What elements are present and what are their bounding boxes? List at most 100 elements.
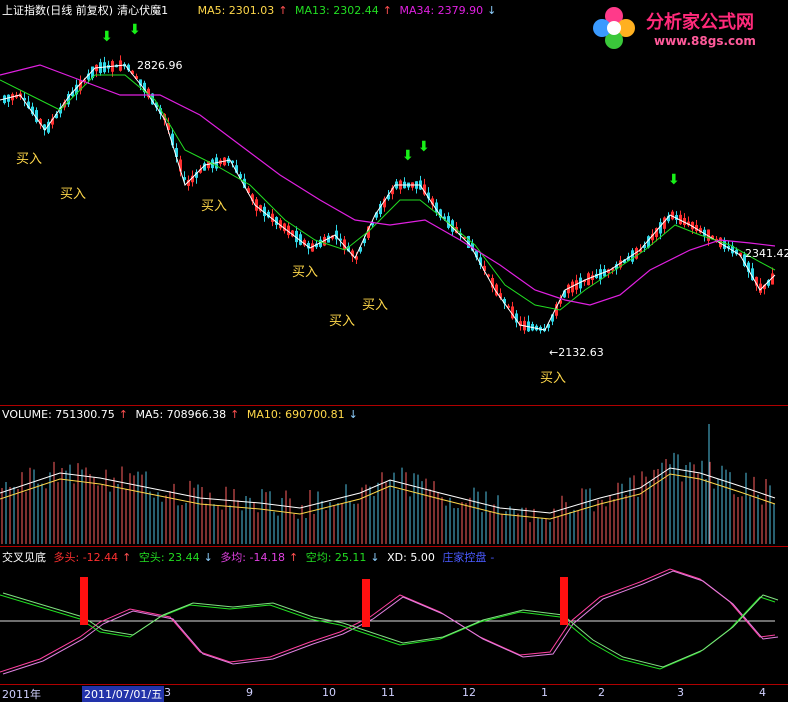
date-axis[interactable]: 2011年 2011/07/01/五 3 9 10 11 12 1 2 3 4 bbox=[0, 684, 788, 702]
candle-body bbox=[719, 237, 722, 248]
candle-body bbox=[595, 273, 598, 279]
candle-body bbox=[643, 244, 646, 249]
indicator-header: 交叉见底 多头: -12.44 ↑ 空头: 23.44 ↓ 多均: -14.18 ↑ … bbox=[2, 549, 498, 565]
candle-body bbox=[303, 239, 306, 246]
candle-body bbox=[267, 211, 270, 218]
candle-body bbox=[639, 249, 642, 253]
candle-body bbox=[667, 215, 670, 222]
candle-body bbox=[751, 268, 754, 281]
ma13-line bbox=[0, 74, 776, 311]
zhuang-suffix: - bbox=[490, 551, 495, 564]
volume-value: VOLUME: 751300.75 bbox=[2, 408, 115, 421]
candle-body bbox=[195, 172, 198, 178]
cross-signal-bar bbox=[80, 577, 88, 625]
candle-body bbox=[475, 250, 478, 258]
candle-body bbox=[355, 256, 358, 260]
candle-body bbox=[583, 279, 586, 283]
candle-body bbox=[707, 229, 710, 241]
candle-body bbox=[503, 298, 506, 304]
kongjun-value: 空均: 25.11 bbox=[305, 551, 367, 564]
volume-arrow-icon: ↑ bbox=[118, 408, 128, 421]
candle-body bbox=[167, 123, 170, 130]
candle-body bbox=[591, 275, 594, 280]
ma13-value: MA13: 2302.44 bbox=[295, 4, 379, 17]
formula-name[interactable]: 清心伏魔1 bbox=[117, 4, 169, 17]
candle-body bbox=[275, 217, 278, 225]
candle-body bbox=[363, 238, 366, 244]
flower-logo-icon bbox=[593, 7, 635, 49]
low-price-label: ←2132.63 bbox=[549, 346, 604, 359]
candle-body bbox=[135, 76, 138, 79]
candle-body bbox=[311, 243, 314, 252]
candle-body bbox=[735, 249, 738, 255]
candle-body bbox=[159, 108, 162, 114]
candle-body bbox=[663, 217, 666, 229]
buy-signal-label: 买入 bbox=[292, 265, 319, 280]
candle-body bbox=[259, 205, 262, 212]
date-tick: 10 bbox=[322, 686, 336, 699]
candle-body bbox=[703, 229, 706, 236]
candle-body bbox=[243, 178, 246, 189]
duojun-arrow-icon: ↑ bbox=[288, 551, 299, 564]
candle-body bbox=[143, 82, 146, 93]
candle-body bbox=[443, 216, 446, 220]
cross-signal-bar bbox=[362, 579, 370, 627]
buy-signal-label: 买入 bbox=[60, 187, 87, 202]
chart-title: 上证指数(日线 前复权) bbox=[2, 4, 114, 17]
date-tick: 12 bbox=[462, 686, 476, 699]
price-header: 上证指数(日线 前复权) 清心伏魔1 MA5: 2301.03 ↑ MA13: 23… bbox=[2, 2, 500, 18]
candle-body bbox=[35, 110, 38, 122]
zhuang-label: 庄家控盘 bbox=[442, 551, 487, 564]
candle-body bbox=[295, 230, 298, 243]
volume-panel[interactable]: VOLUME: 751300.75 ↑ MA5: 708966.38 ↑ MA10:… bbox=[0, 405, 788, 546]
green-arrow-down-icon: ⬇ bbox=[101, 29, 113, 45]
candle-body bbox=[75, 84, 78, 95]
candle-body bbox=[607, 269, 610, 274]
candle-body bbox=[343, 239, 346, 249]
volume-chart[interactable] bbox=[0, 406, 788, 546]
candlestick-chart[interactable] bbox=[0, 0, 788, 405]
date-tick: 3 bbox=[677, 686, 684, 699]
candle-body bbox=[79, 79, 82, 91]
indicator-panel[interactable]: 交叉见底 多头: -12.44 ↑ 空头: 23.44 ↓ 多均: -14.18 ↑ … bbox=[0, 546, 788, 685]
candle-body bbox=[203, 163, 206, 171]
date-tick: 4 bbox=[759, 686, 766, 699]
duotou-arrow-icon: ↑ bbox=[122, 551, 132, 564]
candle-body bbox=[359, 247, 362, 252]
candle-body bbox=[675, 215, 678, 220]
candle-body bbox=[671, 211, 674, 220]
high-price-label: 2826.96 bbox=[137, 59, 183, 72]
candle-body bbox=[551, 314, 554, 322]
candle-body bbox=[327, 235, 330, 243]
price-panel[interactable]: 上证指数(日线 前复权) 清心伏魔1 MA5: 2301.03 ↑ MA13: 23… bbox=[0, 0, 788, 405]
candle-body bbox=[383, 198, 386, 208]
candle-body bbox=[739, 252, 742, 257]
candle-body bbox=[651, 234, 654, 241]
candle-body bbox=[631, 250, 634, 262]
duotou-value: 多头: -12.44 bbox=[53, 551, 119, 564]
candle-body bbox=[647, 236, 650, 248]
candle-body bbox=[587, 273, 590, 286]
candle-body bbox=[251, 194, 254, 202]
candle-body bbox=[731, 245, 734, 254]
candle-body bbox=[59, 107, 62, 114]
candle-body bbox=[83, 79, 86, 83]
candle-body bbox=[127, 64, 130, 71]
buy-signal-label: 买入 bbox=[540, 371, 567, 386]
candle-body bbox=[563, 290, 566, 298]
candle-body bbox=[179, 159, 182, 172]
candle-body bbox=[767, 280, 770, 286]
indicator-chart[interactable] bbox=[0, 547, 788, 685]
candle-body bbox=[27, 101, 30, 109]
candle-body bbox=[659, 222, 662, 234]
volume-ma10-arrow-icon: ↓ bbox=[348, 408, 358, 421]
candle-body bbox=[555, 304, 558, 316]
date-tick: 9 bbox=[246, 686, 253, 699]
indicator-name[interactable]: 交叉见底 bbox=[2, 551, 46, 564]
candle-body bbox=[279, 220, 282, 229]
candle-body bbox=[239, 174, 242, 179]
logo-title: 分析家公式网 bbox=[646, 12, 754, 33]
ma34-value: MA34: 2379.90 bbox=[399, 4, 484, 17]
candle-body bbox=[447, 216, 450, 228]
cross-signal-bar bbox=[560, 577, 568, 625]
